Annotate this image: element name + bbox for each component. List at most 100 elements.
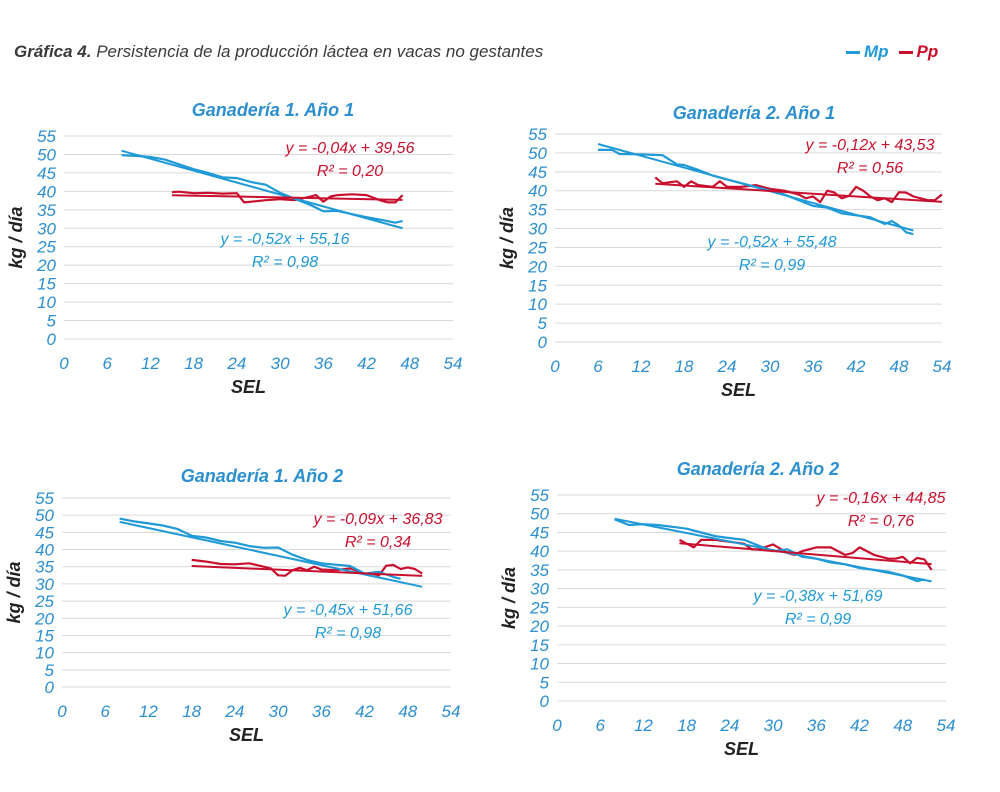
trend-equation-pp: y = -0,12x + 43,53 (805, 137, 935, 154)
y-tick-label: 45 (530, 523, 549, 542)
y-tick-label: 55 (37, 127, 56, 146)
y-tick-label: 25 (36, 238, 56, 257)
x-tick-label: 6 (593, 357, 603, 376)
x-tick-label: 36 (312, 702, 331, 721)
y-axis-label: kg / día (499, 567, 519, 629)
x-tick-label: 12 (139, 702, 158, 721)
series-line-mp (119, 517, 401, 580)
x-tick-label: 12 (634, 716, 653, 735)
trend-r2-mp: R² = 0,99 (785, 611, 851, 628)
y-tick-label: 30 (528, 220, 547, 239)
x-tick-label: 24 (719, 716, 739, 735)
y-tick-label: 35 (35, 558, 54, 577)
x-tick-label: 54 (933, 357, 952, 376)
figure-title-bold: Gráfica 4. (14, 42, 92, 61)
x-tick-label: 48 (400, 354, 419, 373)
x-tick-label: 30 (764, 716, 783, 735)
x-tick-label: 18 (182, 702, 201, 721)
y-tick-label: 10 (35, 644, 54, 663)
figure-title: Gráfica 4. Persistencia de la producción… (14, 42, 543, 62)
trend-r2-mp: R² = 0,99 (739, 257, 805, 274)
legend-label-pp: Pp (916, 42, 939, 61)
trendline-pp (655, 182, 943, 203)
x-tick-label: 6 (100, 702, 110, 721)
y-tick-label: 35 (530, 561, 549, 580)
y-tick-label: 55 (528, 125, 547, 144)
x-tick-label: 0 (57, 702, 67, 721)
y-tick-label: 0 (540, 692, 550, 711)
y-tick-label: 0 (47, 330, 57, 349)
chart-title: Ganadería 2. Año 1 (673, 103, 835, 123)
trend-equation-mp: y = -0,52x + 55,48 (707, 234, 837, 251)
x-tick-label: 12 (632, 357, 651, 376)
trend-equation-mp: y = -0,52x + 55,16 (220, 231, 350, 248)
trendline-mp (597, 143, 914, 232)
y-tick-label: 45 (37, 164, 56, 183)
x-tick-label: 30 (761, 357, 780, 376)
figure-title-text: Persistencia de la producción láctea en … (91, 42, 544, 61)
y-tick-label: 10 (528, 295, 547, 314)
series-line-pp (678, 538, 933, 571)
trend-r2-mp: R² = 0,98 (252, 254, 318, 271)
y-tick-label: 5 (47, 312, 57, 331)
chart-title: Ganadería 1. Año 2 (181, 466, 343, 486)
chart-title: Ganadería 2. Año 2 (677, 459, 839, 479)
series-line-pp (654, 176, 943, 204)
x-tick-label: 48 (398, 702, 417, 721)
chart-title: Ganadería 1. Año 1 (192, 100, 354, 120)
trend-equation-pp: y = -0,16x + 44,85 (816, 490, 946, 507)
legend-item-mp: Mp (846, 42, 889, 62)
y-tick-label: 5 (538, 314, 548, 333)
x-tick-label: 0 (550, 357, 560, 376)
y-tick-label: 0 (538, 333, 548, 352)
x-tick-label: 24 (717, 357, 737, 376)
y-tick-label: 40 (37, 182, 56, 201)
y-tick-label: 40 (35, 541, 54, 560)
x-axis-label: SEL (231, 377, 266, 397)
x-tick-label: 36 (314, 354, 333, 373)
y-tick-label: 20 (34, 609, 54, 628)
y-tick-label: 55 (530, 486, 549, 505)
x-axis-label: SEL (721, 380, 756, 400)
y-tick-label: 20 (527, 257, 547, 276)
trendline-mp (121, 149, 403, 230)
y-tick-label: 20 (529, 617, 549, 636)
x-tick-label: 54 (442, 702, 461, 721)
x-axis-label: SEL (229, 725, 264, 745)
y-tick-label: 30 (530, 580, 549, 599)
legend-item-pp: Pp (898, 42, 939, 62)
y-tick-label: 15 (37, 275, 56, 294)
y-tick-label: 50 (528, 144, 547, 163)
y-tick-label: 45 (35, 523, 54, 542)
y-tick-label: 25 (529, 598, 549, 617)
legend-swatch-pp (898, 50, 913, 54)
x-tick-label: 18 (675, 357, 694, 376)
y-tick-label: 35 (528, 201, 547, 220)
y-tick-label: 50 (530, 505, 549, 524)
x-tick-label: 42 (355, 702, 374, 721)
y-tick-label: 5 (540, 673, 550, 692)
trend-equation-pp: y = -0,04x + 39,56 (285, 140, 415, 157)
y-tick-label: 0 (45, 678, 55, 697)
trendline-pp (679, 542, 932, 566)
y-tick-label: 40 (530, 542, 549, 561)
y-tick-label: 25 (34, 592, 54, 611)
x-tick-label: 48 (893, 716, 912, 735)
y-tick-label: 50 (35, 506, 54, 525)
trend-r2-mp: R² = 0,98 (315, 625, 381, 642)
x-tick-label: 48 (890, 357, 909, 376)
y-tick-label: 25 (527, 238, 547, 257)
trend-r2-pp: R² = 0,76 (848, 513, 914, 530)
y-tick-label: 45 (528, 163, 547, 182)
x-tick-label: 54 (444, 354, 463, 373)
x-tick-label: 42 (850, 716, 869, 735)
x-tick-label: 18 (677, 716, 696, 735)
x-tick-label: 0 (552, 716, 562, 735)
y-tick-label: 15 (530, 636, 549, 655)
x-tick-label: 36 (804, 357, 823, 376)
trendline-mp (119, 520, 423, 588)
legend: Mp Pp (846, 42, 938, 62)
